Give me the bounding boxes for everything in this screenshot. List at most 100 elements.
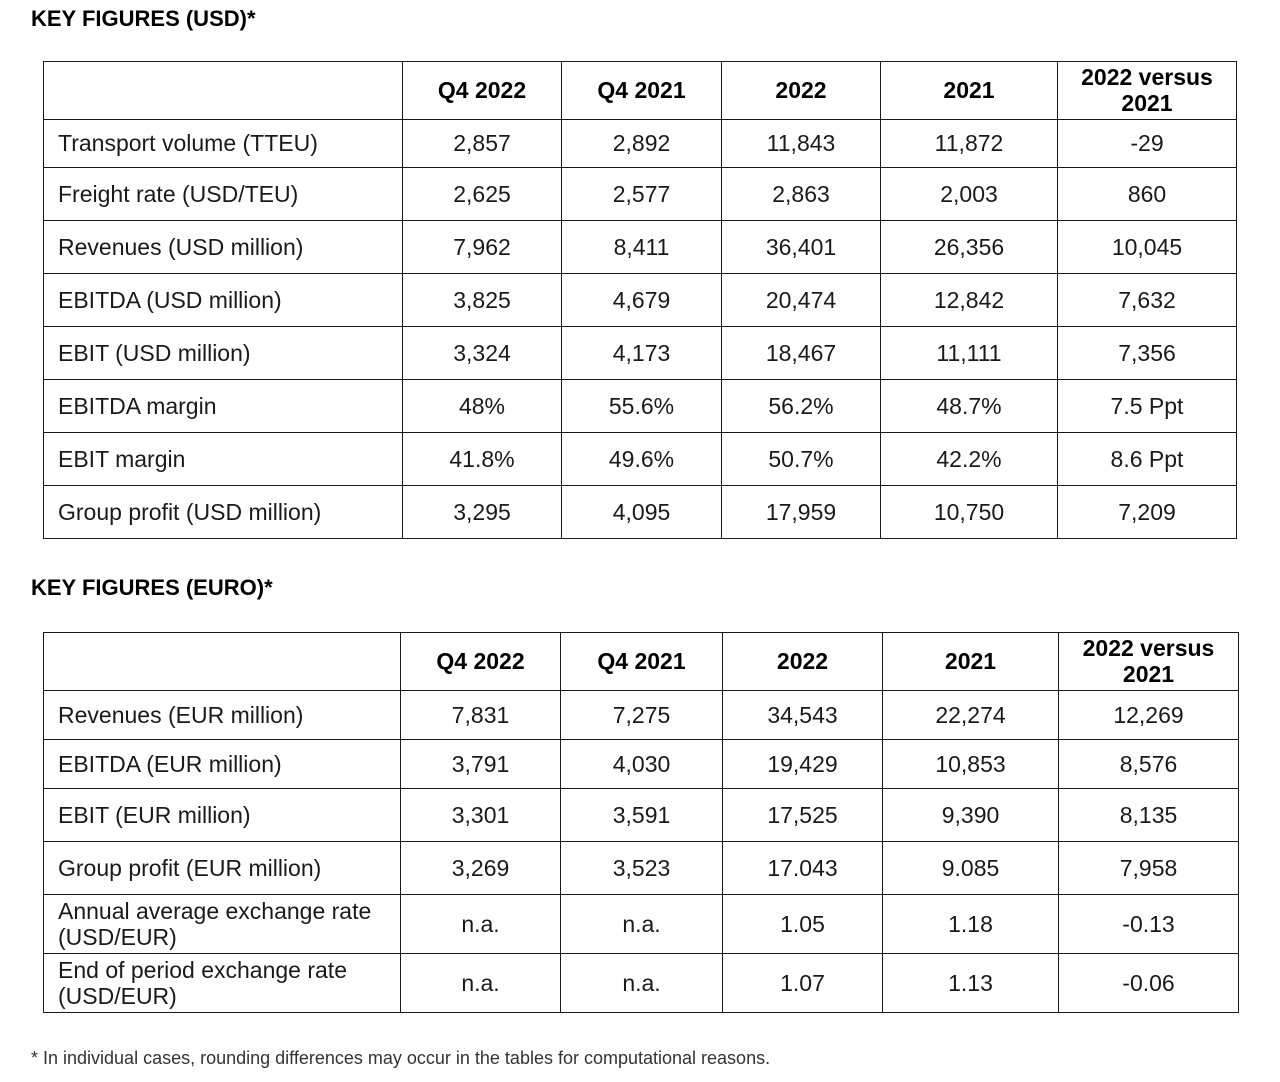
table-cell: 41.8% [402, 432, 562, 486]
column-header [43, 632, 401, 691]
table-cell: n.a. [400, 953, 561, 1013]
table-cell: 11,843 [721, 119, 881, 168]
row-label: Group profit (EUR million) [43, 841, 401, 895]
column-header: 2022 [722, 632, 883, 691]
table-cell: -0.13 [1058, 894, 1239, 954]
table-cell: 55.6% [561, 379, 722, 433]
row-label: EBITDA margin [43, 379, 403, 433]
table-cell: 3,523 [560, 841, 723, 895]
table-cell: 19,429 [722, 739, 883, 789]
table-row: Transport volume (TTEU) 2,857 2,892 11,8… [43, 119, 1237, 168]
table-row: Revenues (EUR million) 7,831 7,275 34,54… [43, 690, 1239, 740]
table-cell: 3,301 [400, 788, 561, 842]
table-cell: n.a. [400, 894, 561, 954]
column-header [43, 61, 403, 120]
table-cell: 3,591 [560, 788, 723, 842]
table-cell: 7,958 [1058, 841, 1239, 895]
column-header: 2021 [882, 632, 1059, 691]
row-label: Transport volume (TTEU) [43, 119, 403, 168]
table-cell: 12,269 [1058, 690, 1239, 740]
table-row: Annual average exchange rate (USD/EUR) n… [43, 894, 1239, 954]
table-cell: 4,095 [561, 485, 722, 539]
table-cell: 17,525 [722, 788, 883, 842]
table-cell: 8,576 [1058, 739, 1239, 789]
table-cell: 4,030 [560, 739, 723, 789]
table-cell: 48% [402, 379, 562, 433]
table-cell: 3,269 [400, 841, 561, 895]
table-cell: 56.2% [721, 379, 881, 433]
row-label: EBITDA (EUR million) [43, 739, 401, 789]
table-cell: n.a. [560, 953, 723, 1013]
column-header: 2022 versus 2021 [1058, 632, 1239, 691]
table-header-row: Q4 2022 Q4 2021 2022 2021 2022 versus 20… [43, 632, 1239, 691]
table-row: End of period exchange rate (USD/EUR) n.… [43, 953, 1239, 1013]
usd-key-figures-table: Q4 2022 Q4 2021 2022 2021 2022 versus 20… [43, 61, 1237, 539]
table-cell: 7,632 [1057, 273, 1237, 327]
table-row: EBITDA (EUR million) 3,791 4,030 19,429 … [43, 739, 1239, 789]
table-cell: 8,135 [1058, 788, 1239, 842]
row-label: EBIT (EUR million) [43, 788, 401, 842]
row-label: EBIT margin [43, 432, 403, 486]
table-cell: 18,467 [721, 326, 881, 380]
table-cell: 2,625 [402, 167, 562, 221]
row-label: Revenues (EUR million) [43, 690, 401, 740]
table-cell: 3,825 [402, 273, 562, 327]
table-row: Group profit (USD million) 3,295 4,095 1… [43, 485, 1237, 539]
table-row: Freight rate (USD/TEU) 2,625 2,577 2,863… [43, 167, 1237, 221]
table-cell: 36,401 [721, 220, 881, 274]
table-row: EBITDA (USD million) 3,825 4,679 20,474 … [43, 273, 1237, 327]
column-header: 2021 [880, 61, 1058, 120]
table-cell: 2,863 [721, 167, 881, 221]
table-cell: 12,842 [880, 273, 1058, 327]
column-header: Q4 2022 [400, 632, 561, 691]
table-cell: 3,295 [402, 485, 562, 539]
table-cell: 11,111 [880, 326, 1058, 380]
table-cell: 2,577 [561, 167, 722, 221]
table-header-row: Q4 2022 Q4 2021 2022 2021 2022 versus 20… [43, 61, 1237, 120]
row-label: End of period exchange rate (USD/EUR) [43, 953, 401, 1013]
table-cell: 9,390 [882, 788, 1059, 842]
table-row: EBIT (EUR million) 3,301 3,591 17,525 9,… [43, 788, 1239, 842]
table-cell: 26,356 [880, 220, 1058, 274]
table-cell: n.a. [560, 894, 723, 954]
column-header: Q4 2022 [402, 61, 562, 120]
table-row: Group profit (EUR million) 3,269 3,523 1… [43, 841, 1239, 895]
table-cell: 7,962 [402, 220, 562, 274]
table-cell: 4,679 [561, 273, 722, 327]
table-cell: 20,474 [721, 273, 881, 327]
table-row: Revenues (USD million) 7,962 8,411 36,40… [43, 220, 1237, 274]
row-label: Group profit (USD million) [43, 485, 403, 539]
table-cell: 34,543 [722, 690, 883, 740]
column-header: 2022 [721, 61, 881, 120]
table-cell: 1.13 [882, 953, 1059, 1013]
table-row: EBIT margin 41.8% 49.6% 50.7% 42.2% 8.6 … [43, 432, 1237, 486]
table-cell: 7,831 [400, 690, 561, 740]
table-cell: 3,324 [402, 326, 562, 380]
table-cell: 7,356 [1057, 326, 1237, 380]
table-cell: 48.7% [880, 379, 1058, 433]
row-label: Freight rate (USD/TEU) [43, 167, 403, 221]
table-cell: 42.2% [880, 432, 1058, 486]
table-cell: 8.6 Ppt [1057, 432, 1237, 486]
table-cell: 17,959 [721, 485, 881, 539]
euro-section-title: KEY FIGURES (EURO)* [31, 575, 273, 600]
table-row: EBIT (USD million) 3,324 4,173 18,467 11… [43, 326, 1237, 380]
row-label: EBITDA (USD million) [43, 273, 403, 327]
table-cell: 11,872 [880, 119, 1058, 168]
table-cell: 10,853 [882, 739, 1059, 789]
row-label: EBIT (USD million) [43, 326, 403, 380]
table-cell: 3,791 [400, 739, 561, 789]
table-cell: 50.7% [721, 432, 881, 486]
table-cell: 4,173 [561, 326, 722, 380]
row-label: Annual average exchange rate (USD/EUR) [43, 894, 401, 954]
usd-section-title: KEY FIGURES (USD)* [31, 6, 256, 31]
table-cell: 2,857 [402, 119, 562, 168]
table-cell: 7.5 Ppt [1057, 379, 1237, 433]
table-cell: 1.07 [722, 953, 883, 1013]
column-header: Q4 2021 [560, 632, 723, 691]
table-cell: 1.05 [722, 894, 883, 954]
table-row: EBITDA margin 48% 55.6% 56.2% 48.7% 7.5 … [43, 379, 1237, 433]
row-label: Revenues (USD million) [43, 220, 403, 274]
column-header: 2022 versus 2021 [1057, 61, 1237, 120]
table-cell: 22,274 [882, 690, 1059, 740]
